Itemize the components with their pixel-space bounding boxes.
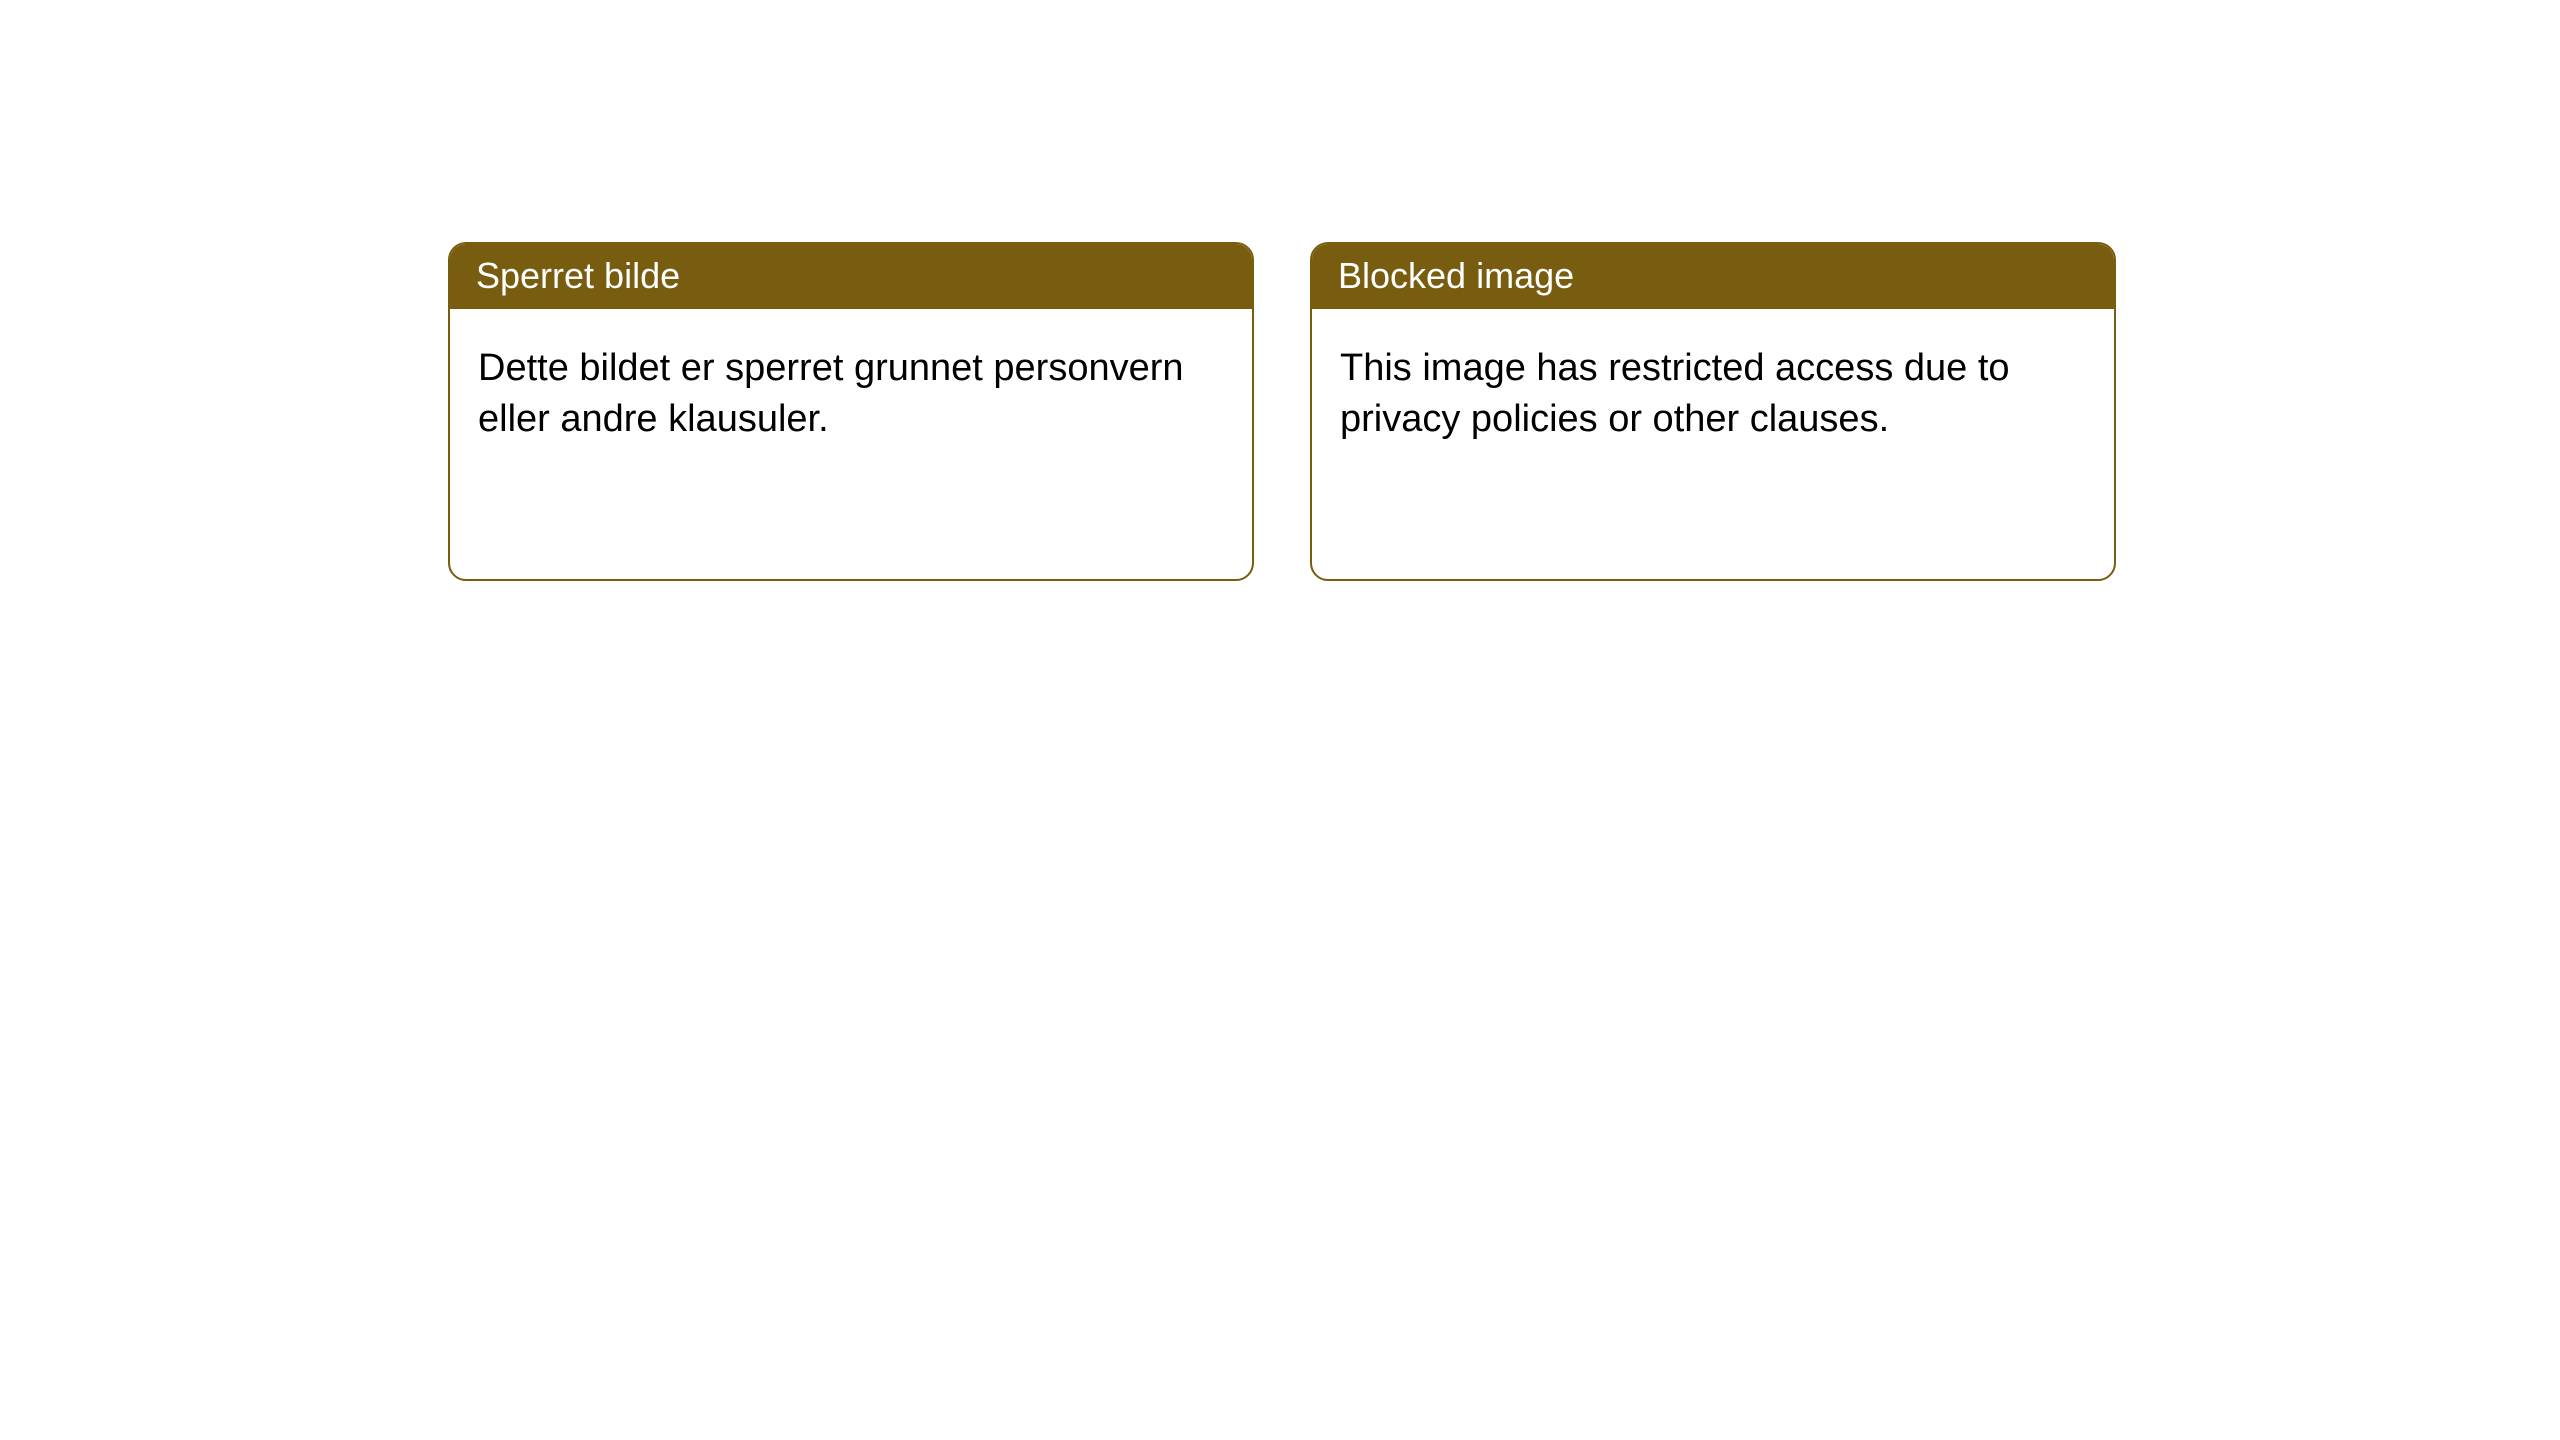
notice-box-english: Blocked image This image has restricted … [1310, 242, 2116, 581]
notice-body: This image has restricted access due to … [1312, 309, 2114, 579]
notice-box-norwegian: Sperret bilde Dette bildet er sperret gr… [448, 242, 1254, 581]
notice-body: Dette bildet er sperret grunnet personve… [450, 309, 1252, 579]
notice-container: Sperret bilde Dette bildet er sperret gr… [0, 0, 2560, 581]
notice-header: Blocked image [1312, 244, 2114, 309]
notice-header: Sperret bilde [450, 244, 1252, 309]
